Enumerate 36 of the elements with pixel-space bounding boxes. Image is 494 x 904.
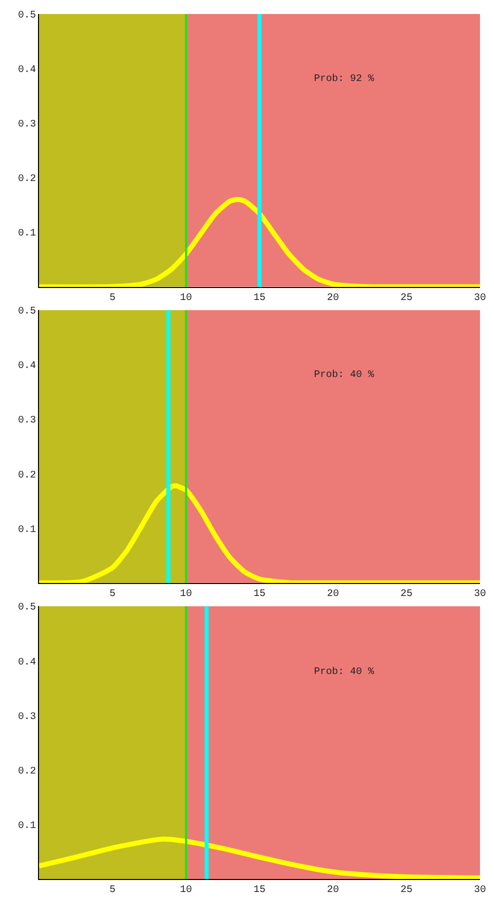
x-tick-label: 5 bbox=[109, 588, 116, 600]
annotation: Prob: 92 % bbox=[314, 73, 374, 85]
x-tick-label: 30 bbox=[474, 588, 486, 600]
x-tick-label: 15 bbox=[253, 588, 266, 600]
y-tick-label: 0.5 bbox=[18, 602, 36, 614]
x-tick-label: 10 bbox=[180, 588, 192, 600]
x-tick-label: 10 bbox=[180, 885, 192, 896]
x-tick-label: 15 bbox=[253, 292, 266, 304]
y-tick-label: 0.4 bbox=[18, 361, 36, 372]
y-tick-label: 0.3 bbox=[18, 120, 36, 131]
y-tick-label: 0.4 bbox=[18, 65, 36, 76]
x-tick-label: 10 bbox=[180, 292, 192, 304]
y-tick-label: 0.3 bbox=[18, 416, 36, 427]
y-tick-label: 0.1 bbox=[18, 228, 36, 240]
x-tick-label: 30 bbox=[474, 292, 486, 304]
y-tick-label: 0.1 bbox=[18, 820, 36, 832]
x-tick-label: 5 bbox=[109, 885, 116, 896]
y-tick-label: 0.5 bbox=[18, 10, 36, 22]
x-tick-label: 25 bbox=[400, 885, 413, 896]
y-tick-label: 0.2 bbox=[18, 766, 36, 778]
y-tick-label: 0.2 bbox=[18, 470, 36, 482]
annotation: Prob: 40 % bbox=[314, 666, 374, 678]
x-tick-label: 20 bbox=[326, 885, 340, 896]
x-tick-label: 20 bbox=[326, 588, 340, 600]
annotation: Prob: 40 % bbox=[314, 369, 374, 381]
x-tick-label: 30 bbox=[474, 885, 486, 896]
x-tick-label: 20 bbox=[326, 292, 340, 304]
x-tick-label: 15 bbox=[253, 885, 266, 896]
y-tick-label: 0.1 bbox=[18, 524, 36, 536]
y-tick-label: 0.2 bbox=[18, 174, 36, 186]
y-tick-label: 0.5 bbox=[18, 306, 36, 318]
x-tick-label: 5 bbox=[109, 292, 116, 304]
x-tick-label: 25 bbox=[400, 588, 413, 600]
y-tick-label: 0.3 bbox=[18, 712, 36, 723]
x-tick-label: 25 bbox=[400, 292, 413, 304]
y-tick-label: 0.4 bbox=[18, 657, 36, 668]
